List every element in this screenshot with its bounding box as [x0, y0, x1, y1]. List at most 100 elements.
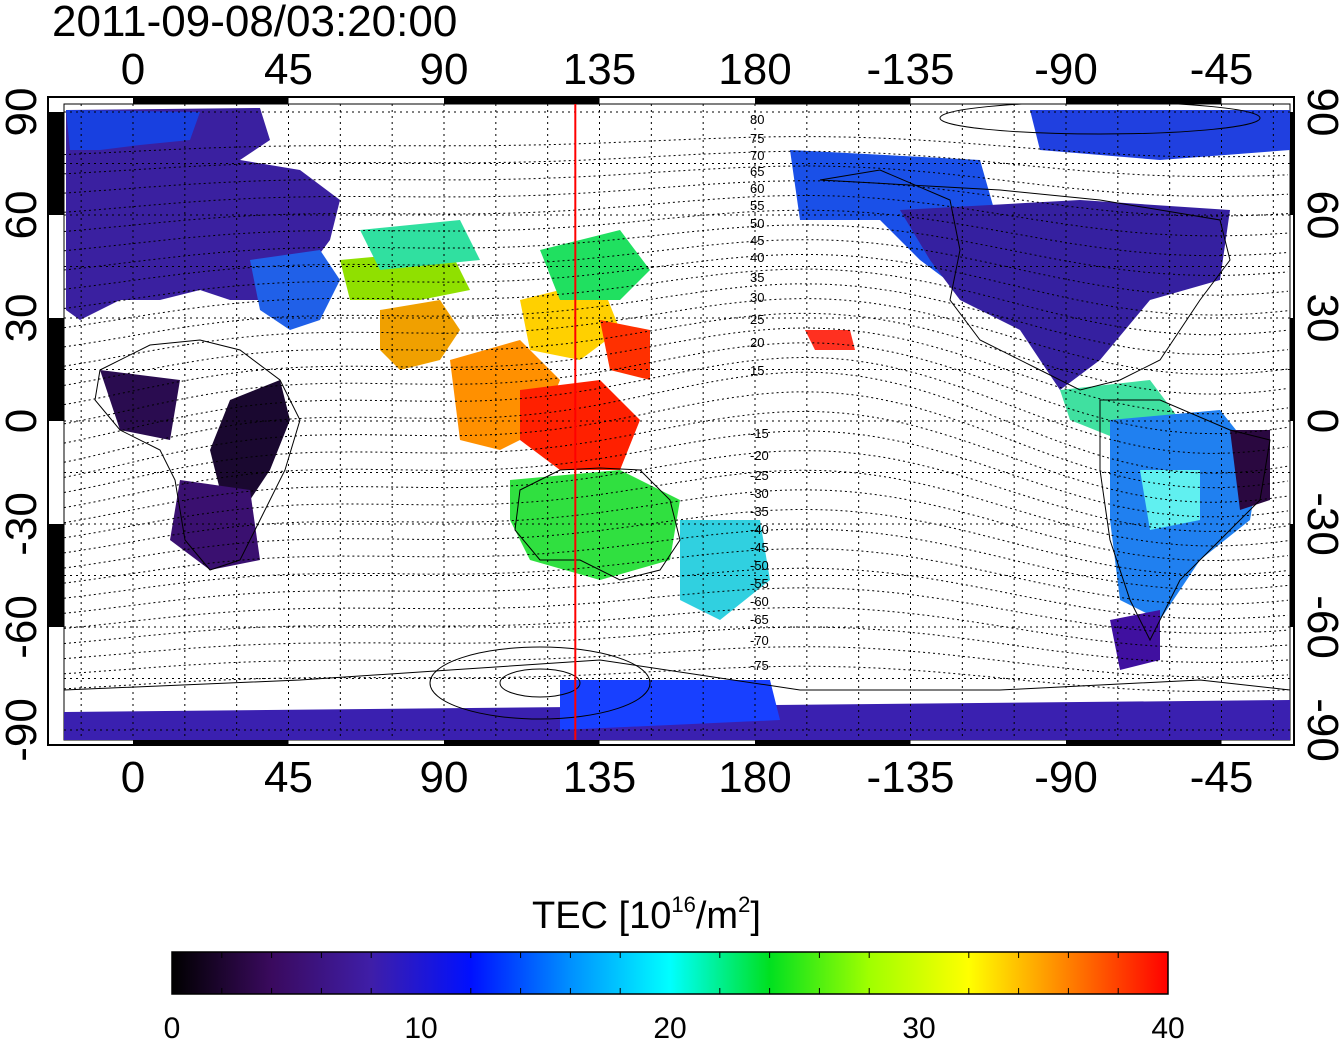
right-latitude-axis: 90 60 30 0 -30 -60 -90 [1298, 88, 1340, 762]
mag-lat-label: -20 [750, 448, 769, 463]
mag-contour [64, 239, 1289, 296]
frame-bar-bottom [1066, 740, 1222, 745]
tec-patch-tibet [360, 220, 480, 270]
mag-contour [64, 509, 1289, 576]
colorbar-title: TEC [1016/m2] [532, 892, 761, 937]
bottom-lon-label: 180 [718, 753, 791, 802]
tec-patch-africa [210, 380, 290, 500]
top-lon-label: 90 [420, 45, 469, 94]
frame-bar-left [48, 524, 64, 627]
mag-contour [64, 165, 1289, 197]
figure-title: 2011-09-08/03:20:00 [52, 0, 457, 46]
left-lat-label: 0 [0, 409, 46, 433]
mag-lat-label: -70 [750, 633, 769, 648]
cb-tick-label: 40 [1151, 1012, 1184, 1042]
top-lon-label: -45 [1190, 45, 1254, 94]
coast-south-america [1099, 399, 1271, 642]
right-lat-label: 60 [1298, 191, 1340, 240]
colorbar-ticks: 0 10 20 30 40 [164, 952, 1185, 1042]
frame-bar-bottom [444, 740, 600, 745]
top-lon-label: 135 [563, 45, 636, 94]
mag-lat-label: 25 [750, 312, 764, 327]
mag-lat-label: -40 [750, 522, 769, 537]
top-lon-label: 0 [121, 45, 145, 94]
frame-bar-top [1066, 97, 1222, 104]
mag-lat-label: -50 [750, 558, 769, 573]
mag-contour [64, 469, 1289, 547]
top-lon-label: 45 [264, 45, 313, 94]
frame-bar-right [1290, 112, 1294, 215]
mag-contour [64, 283, 1289, 356]
mag-contour [64, 450, 1289, 532]
left-lat-label: -60 [0, 595, 46, 659]
tec-patch-nz [680, 520, 770, 620]
mag-contour [64, 371, 1289, 474]
bottom-lon-label: 0 [121, 753, 145, 802]
mag-lat-label: 65 [750, 164, 764, 179]
colorbar-ramp [171, 951, 1169, 995]
mag-lat-label: 60 [750, 181, 764, 196]
tec-patch-patagonia [1110, 610, 1160, 670]
mag-lat-label: -35 [750, 504, 769, 519]
mag-contour [64, 224, 1289, 276]
mag-contour [64, 150, 1289, 177]
south-pole-contour [429, 646, 651, 720]
mag-contour [64, 528, 1289, 591]
left-lat-label: -90 [0, 698, 46, 762]
tec-patch-south-africa [170, 480, 260, 570]
mag-lat-label: 35 [750, 270, 764, 285]
mag-lat-label: -75 [750, 658, 769, 673]
mag-lat-label: -30 [750, 486, 769, 501]
bottom-lon-label: -135 [866, 753, 954, 802]
tec-patch-east-china [540, 230, 650, 300]
cb-tick-label: 0 [164, 1012, 181, 1042]
coast-north-america [819, 169, 1231, 391]
frame-scale-bars [48, 97, 1294, 745]
bottom-lon-label: -90 [1034, 753, 1098, 802]
coast-antarctica [63, 659, 1291, 691]
mag-lat-label: 55 [750, 198, 764, 213]
mag-lat-label: -25 [750, 468, 769, 483]
left-lat-label: 30 [0, 294, 46, 343]
mag-contour [64, 489, 1289, 562]
mag-contour [64, 410, 1289, 503]
tec-patch-pacific-red [600, 320, 650, 380]
mag-contour [64, 136, 1289, 158]
mag-lat-label: -15 [750, 426, 769, 441]
cb-tick-label: 20 [653, 1012, 686, 1042]
mag-contour [64, 430, 1289, 518]
colorbar: TEC [1016/m2] 0 10 20 30 40 [164, 892, 1185, 1042]
mag-lat-label: 20 [750, 335, 764, 350]
frame-bar-left [48, 318, 64, 421]
mag-lat-label: -65 [750, 612, 769, 627]
right-lat-label: 30 [1298, 294, 1340, 343]
coastlines [63, 169, 1291, 691]
mag-contour [64, 253, 1289, 316]
left-lat-label: -30 [0, 492, 46, 556]
top-lon-label: 180 [718, 45, 791, 94]
right-lat-label: 0 [1298, 409, 1340, 433]
coast-australia [514, 467, 681, 581]
bottom-lon-label: 135 [563, 753, 636, 802]
mag-lat-label: 70 [750, 148, 764, 163]
top-lon-label: -135 [866, 45, 954, 94]
frame-bar-bottom [133, 740, 289, 745]
mag-contour [64, 312, 1289, 395]
mag-contour [64, 327, 1289, 415]
frame-bar-right [1290, 524, 1294, 627]
mag-lat-label: -55 [750, 576, 769, 591]
frame-bar-bottom [755, 740, 911, 745]
mag-contour [64, 567, 1289, 620]
left-lat-label: 60 [0, 191, 46, 240]
frame-bar-right [1290, 318, 1294, 421]
tec-patch-antarctic-blue [560, 680, 780, 730]
right-lat-label: 90 [1298, 88, 1340, 137]
cb-tick-label: 30 [902, 1012, 935, 1042]
tec-patch-greenland [1030, 110, 1290, 160]
frame-bar-left [48, 112, 64, 215]
tec-patch-west-asia [250, 250, 340, 330]
tec-patch-west-africa [100, 370, 180, 440]
right-lat-label: -30 [1298, 492, 1340, 556]
